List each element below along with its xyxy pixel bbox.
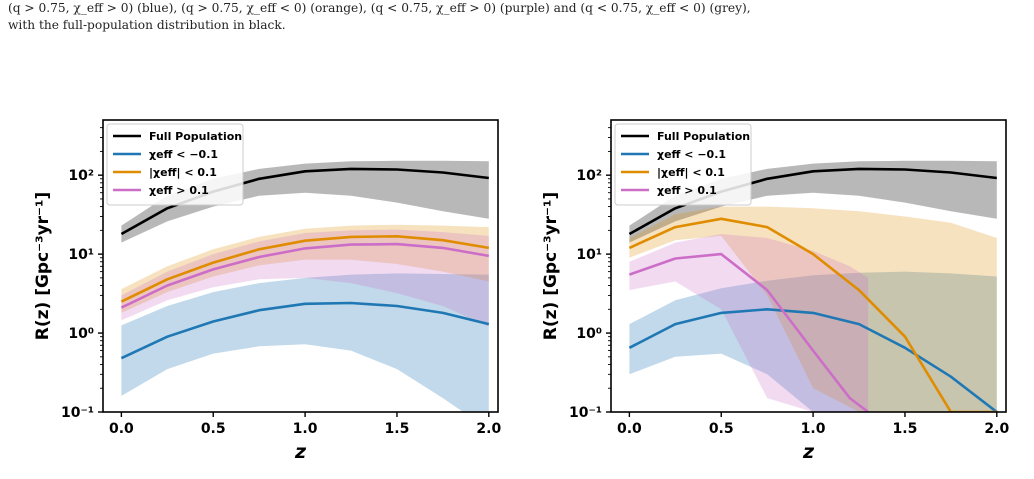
x-axis-label: z	[802, 441, 815, 463]
x-tick-label: 1.0	[293, 421, 318, 437]
legend-label: Full Population	[657, 130, 750, 143]
series-line-2	[628, 217, 997, 412]
y-tick-label: 10²	[576, 168, 602, 184]
legend: Full Population χeff < −0.1 |χeff| < 0.1 χe…	[106, 123, 244, 206]
legend-box	[106, 123, 244, 206]
x-tick-label: 0.0	[109, 421, 134, 437]
legend-label: χeff < −0.1	[149, 148, 218, 161]
x-tick-label: 2.0	[476, 421, 501, 437]
legend-label: χeff > 0.1	[657, 184, 717, 197]
x-tick-label: 2.0	[984, 421, 1009, 437]
y-tick-label: 10¹	[68, 247, 94, 263]
x-axis-label: z	[294, 441, 307, 463]
legend-label: Full Population	[149, 130, 242, 143]
figure-caption: (q > 0.75, χ_eff > 0) (blue), (q > 0.75,…	[8, 0, 1028, 34]
y-tick-label: 10⁰	[68, 326, 94, 342]
band-3	[629, 234, 869, 412]
band-2	[121, 224, 489, 313]
legend-label: |χeff| < 0.1	[149, 166, 217, 179]
y-axis-label: R(z) [Gpc⁻³yr⁻¹]	[33, 192, 53, 340]
x-tick-label: 0.5	[709, 421, 734, 437]
legend-label: |χeff| < 0.1	[657, 166, 725, 179]
band-1	[629, 271, 997, 412]
x-tick-label: 1.5	[385, 421, 410, 437]
legend: Full Population χeff < −0.1 |χeff| < 0.1 χe…	[614, 123, 752, 206]
y-tick-label: 10⁻¹	[569, 405, 602, 421]
y-axis-label: R(z) [Gpc⁻³yr⁻¹]	[541, 192, 561, 340]
series-line-3	[120, 242, 490, 309]
caption-line-1: (q > 0.75, χ_eff > 0) (blue), (q > 0.75,…	[8, 1, 751, 15]
legend-label: χeff > 0.1	[149, 184, 209, 197]
band-2	[629, 206, 997, 412]
series-line-1	[120, 301, 490, 360]
x-tick-label: 1.5	[893, 421, 918, 437]
y-tick-label: 10⁰	[576, 326, 602, 342]
caption-line-2: with the full-population distribution in…	[8, 18, 286, 32]
series-line-2	[120, 235, 490, 303]
band-3	[121, 229, 489, 327]
x-tick-label: 0.0	[617, 421, 642, 437]
x-tick-label: 0.5	[201, 421, 226, 437]
band-1	[121, 273, 489, 412]
chart-panel-1: 0.0 0.5 1.0 1.5 2.0 10⁻¹ 10⁰ 10¹ 10² z R(z) [Gpc⁻³…	[33, 119, 501, 463]
y-tick-label: 10¹	[576, 247, 602, 263]
legend-label: χeff < −0.1	[657, 148, 726, 161]
series-line-3	[628, 252, 869, 412]
y-tick-label: 10⁻¹	[61, 405, 94, 421]
x-tick-label: 1.0	[801, 421, 826, 437]
series-line-1	[628, 308, 998, 412]
plot-area	[628, 160, 998, 412]
y-tick-label: 10²	[68, 168, 94, 184]
legend-box	[614, 123, 752, 206]
chart-panel-2: 0.0 0.5 1.0 1.5 2.0 10⁻¹ 10⁰ 10¹ 10² z R(z) [Gpc⁻³…	[541, 119, 1009, 463]
